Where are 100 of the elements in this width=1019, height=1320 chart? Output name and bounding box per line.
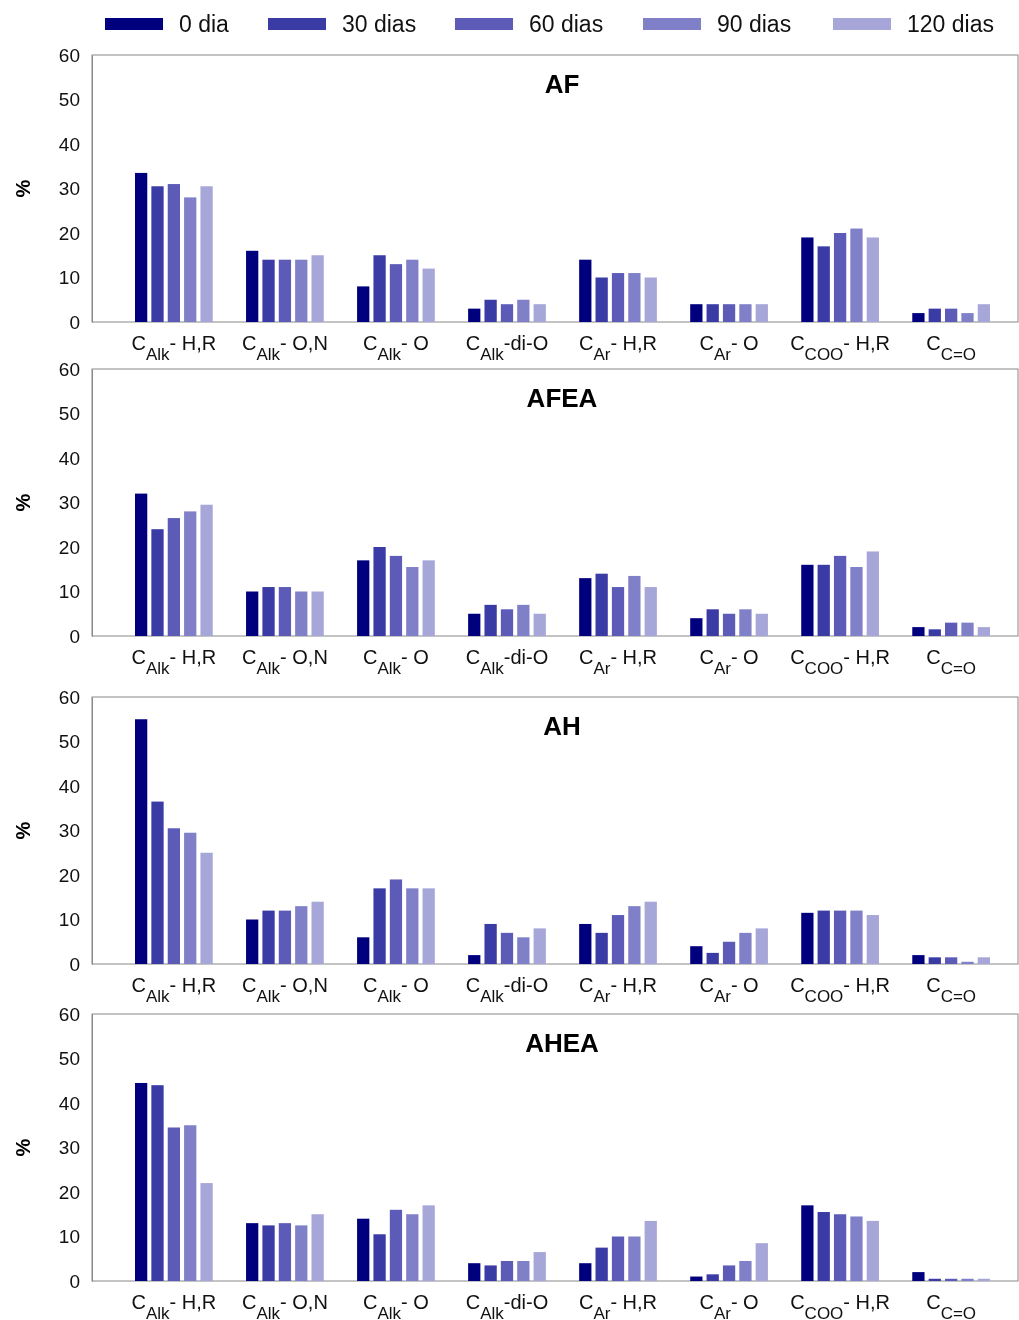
bar [579, 259, 592, 322]
bar [151, 529, 164, 636]
y-tick-label: 10 [58, 581, 80, 603]
y-tick-label: 60 [58, 358, 80, 380]
bar [200, 852, 213, 964]
bar [406, 1214, 419, 1281]
bar [945, 622, 958, 636]
bar [739, 1260, 752, 1281]
x-tick-label: C$_{Alk}$- O [363, 1291, 429, 1320]
bar [311, 1214, 324, 1281]
bar [184, 511, 197, 636]
bar [817, 246, 830, 322]
y-tick-label: 40 [58, 775, 80, 797]
bar [311, 901, 324, 964]
bar [373, 255, 386, 322]
bar [200, 186, 213, 322]
bar [246, 250, 259, 322]
bar [533, 928, 546, 964]
bar [422, 888, 435, 964]
bar [611, 273, 625, 322]
bar [595, 573, 608, 636]
y-tick-label: 60 [58, 686, 80, 708]
x-tick-label: C$_{Alk}$-di-O [465, 332, 549, 364]
bar [167, 184, 180, 322]
bar [517, 1260, 530, 1281]
x-tick-label: C$_{Alk}$-di-O [465, 646, 549, 678]
y-tick-label: 20 [58, 536, 80, 558]
bar [517, 937, 530, 964]
bar [422, 268, 435, 322]
bar [833, 910, 847, 964]
y-tick-label: 20 [58, 222, 80, 244]
x-tick-label: C$_{Alk}$- O [363, 332, 429, 364]
bar [628, 273, 641, 322]
bar [866, 915, 879, 964]
bar [644, 277, 657, 322]
bar [406, 888, 419, 964]
y-tick-label: 60 [58, 1003, 80, 1025]
bar [833, 555, 847, 636]
y-tick-label: 10 [58, 909, 80, 931]
bar [833, 233, 847, 322]
y-tick-label: 0 [69, 1270, 80, 1292]
y-tick-label: 60 [58, 44, 80, 66]
bar [739, 932, 752, 964]
bar [295, 259, 308, 322]
bar [628, 1236, 641, 1281]
bar [739, 609, 752, 636]
bar [357, 560, 370, 636]
x-tick-label: C$_{Alk}$- O,N [241, 1291, 328, 1320]
bar [611, 587, 625, 636]
bar [262, 910, 275, 964]
bar [262, 1225, 275, 1281]
bar [912, 627, 925, 636]
bar [739, 304, 752, 322]
bar [135, 719, 148, 964]
y-tick-label: 30 [58, 1137, 80, 1159]
x-tick-label: C$_{Alk}$- O,N [241, 646, 328, 678]
y-tick-label: 20 [58, 1181, 80, 1203]
bar [801, 912, 814, 964]
legend-label: 30 dias [342, 11, 417, 37]
bar [135, 172, 148, 322]
bar [357, 1218, 370, 1281]
y-tick-label: 30 [58, 820, 80, 842]
bar [311, 255, 324, 322]
x-tick-label: C$_{Ar}$- O [699, 1291, 759, 1320]
y-axis-title: % [12, 1138, 34, 1157]
bar [151, 1085, 164, 1281]
x-tick-label: C$_{Ar}$- O [699, 646, 759, 678]
y-tick-label: 40 [58, 447, 80, 469]
bar [311, 591, 324, 636]
bar [961, 1278, 974, 1281]
x-tick-label: C$_{Alk}$- H,R [131, 1291, 217, 1320]
bar [850, 1216, 863, 1281]
bar [706, 1274, 719, 1281]
bar [500, 304, 514, 322]
bar [912, 1272, 925, 1281]
bar [977, 957, 990, 964]
bar [961, 961, 974, 964]
bar [295, 906, 308, 964]
bar [246, 591, 259, 636]
y-axis-title: % [12, 821, 34, 840]
bar [184, 1125, 197, 1281]
bar [977, 304, 990, 322]
y-tick-label: 10 [58, 267, 80, 289]
bar [151, 186, 164, 322]
legend-label: 0 dia [179, 11, 230, 37]
bar [722, 304, 736, 322]
bar [500, 1260, 514, 1281]
bar [644, 1220, 657, 1281]
bar [817, 1212, 830, 1281]
bar [373, 1234, 386, 1281]
bar [184, 197, 197, 322]
bar [628, 575, 641, 636]
x-tick-label: C$_{Alk}$- H,R [131, 332, 217, 364]
bar [706, 304, 719, 322]
x-tick-label: C$_{Alk}$-di-O [465, 1291, 549, 1320]
y-axis-title: % [12, 493, 34, 512]
bar [850, 567, 863, 636]
x-tick-label: C$_{Ar}$- O [699, 332, 759, 364]
bar [945, 957, 958, 964]
x-tick-label: C$_{Alk}$- O,N [241, 974, 328, 1006]
